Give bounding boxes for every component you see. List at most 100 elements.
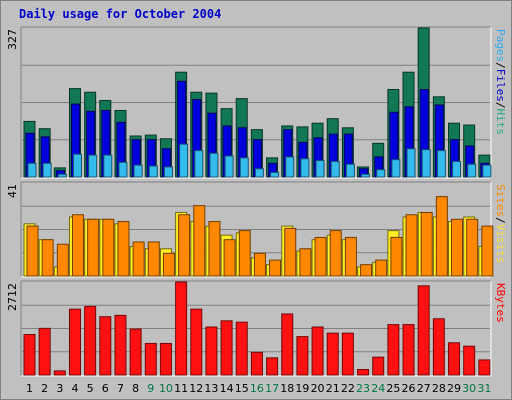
kbytes-panel-kbytes-bar-28 [432,318,445,376]
visits-panel-legend-part-2: Visits [494,224,507,264]
day-label-10: 10 [159,382,173,395]
kbytes-panel-kbytes-bar-17 [266,357,279,376]
day-label-25: 25 [386,382,400,395]
visits-panel-sites-bar-27 [420,211,433,277]
day-label-9: 9 [147,382,154,395]
hits-panel-pages-bar-20 [315,160,325,178]
hits-panel-pages-bar-29 [452,161,462,178]
day-label-21: 21 [326,382,340,395]
day-label-29: 29 [447,382,461,395]
kbytes-panel-kbytes-bar-3 [53,370,66,376]
visits-panel-legend-part-0: Sites [494,184,507,217]
hits-panel-pages-bar-13 [209,152,219,178]
kbytes-panel-kbytes-bar-14 [220,320,233,376]
hits-panel-pages-bar-16 [254,168,264,178]
hits-panel-legend-part-2: Files [494,69,507,102]
hits-panel-pages-bar-3 [57,173,67,178]
visits-panel-sites-bar-15 [238,230,251,277]
visits-panel-sites-bar-21 [329,230,342,277]
visits-panel-sites-bar-11 [178,214,191,277]
hits-panel-pages-bar-14 [224,155,234,178]
kbytes-panel-kbytes-bar-18 [281,313,294,376]
visits-panel-legend-part-1: / [494,217,507,224]
kbytes-panel-kbytes-bar-11 [175,281,188,376]
kbytes-panel-kbytes-bar-6 [99,316,112,376]
visits-panel-sites-bar-13 [208,221,221,277]
hits-panel-pages-bar-24 [376,169,386,178]
kbytes-panel-kbytes-bar-15 [235,321,248,376]
kbytes-panel-legend-part-0: KBytes [494,283,507,323]
kbytes-panel-kbytes-bar-30 [463,345,476,376]
kbytes-panel-kbytes-bar-24 [372,356,385,376]
hits-panel-legend-part-0: Pages [494,29,507,62]
hits-panel-pages-bar-26 [406,148,416,178]
visits-panel-sites-bar-16 [253,252,266,277]
day-label-3: 3 [56,382,63,395]
visits-panel-sites-bar-10 [162,252,175,277]
hits-panel-legend-part-1: / [494,62,507,69]
day-label-26: 26 [402,382,416,395]
visits-panel-sites-bar-18 [284,227,297,277]
hits-panel-pages-bar-21 [330,161,340,178]
hits-panel-pages-bar-30 [467,163,477,178]
kbytes-panel-kbytes-bar-23 [357,369,370,376]
kbytes-panel-kbytes-bar-1 [23,334,36,376]
day-label-30: 30 [462,382,476,395]
hits-panel-pages-bar-18 [285,156,295,178]
kbytes-panel-legend: KBytes [494,283,507,323]
kbytes-panel-kbytes-bar-25 [387,324,400,376]
visits-panel-sites-bar-25 [390,236,403,277]
visits-panel-sites-bar-5 [87,218,100,277]
visits-panel-sites-bar-17 [269,259,282,277]
visits-panel-sites-bar-22 [344,236,357,277]
hits-panel-pages-bar-4 [72,153,82,178]
visits-panel-sites-bar-6 [102,218,115,277]
hits-panel-pages-bar-28 [436,150,446,178]
hits-panel-ymax-label: 327 [6,29,19,50]
hits-panel-pages-bar-22 [345,163,355,178]
visits-panel-sites-bar-3 [56,243,69,277]
kbytes-panel-kbytes-bar-12 [190,308,203,376]
hits-panel-pages-bar-6 [103,154,113,178]
visits-panel-sites-bar-2 [41,239,54,277]
hits-panel-pages-bar-17 [270,171,280,178]
hits-panel-pages-bar-1 [27,162,37,178]
hits-panel-pages-bar-25 [391,159,401,178]
chart-title: Daily usage for October 2004 [19,7,222,21]
kbytes-panel-kbytes-bar-2 [38,327,51,376]
kbytes-panel-kbytes-bar-21 [326,332,339,376]
kbytes-panel-kbytes-bar-22 [341,332,354,376]
visits-panel-sites-bar-20 [314,236,327,277]
day-label-2: 2 [41,382,48,395]
hits-panel-pages-bar-9 [148,165,158,178]
day-label-17: 17 [265,382,279,395]
day-label-6: 6 [102,382,109,395]
hits-panel-pages-bar-12 [194,150,204,178]
kbytes-panel-kbytes-bar-4 [68,308,81,376]
visits-panel-sites-bar-23 [360,264,373,277]
day-label-15: 15 [235,382,249,395]
day-label-1: 1 [26,382,33,395]
hits-panel-pages-bar-19 [300,158,310,178]
kbytes-panel-kbytes-bar-13 [205,326,218,376]
day-label-11: 11 [174,382,188,395]
hits-panel-pages-bar-7 [118,161,128,178]
kbytes-panel-kbytes-bar-20 [311,326,324,376]
visits-panel-sites-bar-1 [26,225,39,277]
day-label-27: 27 [417,382,431,395]
visits-panel-sites-bar-9 [147,241,160,277]
kbytes-panel-kbytes-bar-31 [478,359,491,376]
kbytes-panel-kbytes-bar-29 [448,342,461,376]
day-label-24: 24 [371,382,385,395]
day-label-31: 31 [477,382,491,395]
hits-panel-pages-bar-15 [239,157,249,178]
day-label-28: 28 [432,382,446,395]
kbytes-panel-kbytes-bar-26 [402,324,415,376]
day-label-13: 13 [204,382,218,395]
day-label-8: 8 [132,382,139,395]
kbytes-panel-kbytes-bar-5 [84,305,97,376]
visits-panel-sites-bar-4 [71,214,84,277]
kbytes-panel-kbytes-bar-16 [250,351,263,376]
visits-panel-legend: Sites/Visits [494,184,507,264]
hits-panel-pages-bar-23 [361,173,371,178]
